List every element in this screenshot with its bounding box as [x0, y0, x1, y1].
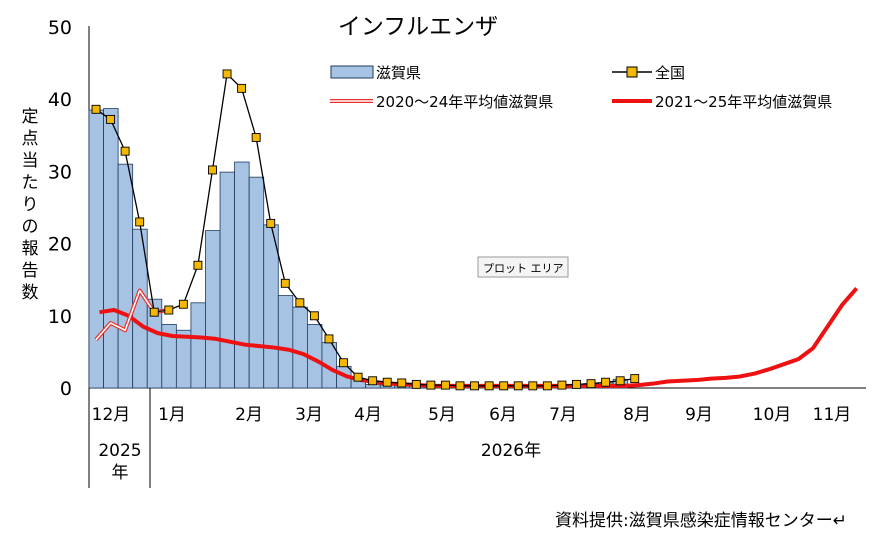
legend: 滋賀県 全国 2020～24年平均値滋賀県 2021～25年平均値滋賀県: [330, 64, 832, 111]
tooltip-box: [477, 256, 569, 278]
bar: [277, 295, 294, 389]
x-tick-label: 10月: [753, 405, 792, 425]
national-marker: [237, 83, 247, 93]
x-tick-label: 11月: [813, 405, 852, 425]
y-axis-label-char: 当: [22, 151, 39, 171]
x-tick-label: 2月: [235, 405, 263, 425]
bar: [205, 230, 221, 389]
national-marker: [280, 278, 290, 288]
y-axis-label-char: 告: [22, 261, 39, 281]
national-marker: [339, 358, 348, 368]
national-marker: [149, 307, 159, 317]
bar: [117, 163, 134, 389]
series-shiga-bars: [88, 108, 629, 389]
national-marker: [440, 380, 450, 390]
bar: [248, 176, 265, 389]
y-axis-label-char: 報: [22, 239, 39, 259]
national-marker: [164, 305, 174, 315]
national-marker: [470, 381, 480, 391]
national-marker: [382, 377, 392, 387]
national-marker: [193, 260, 203, 270]
national-marker: [251, 133, 261, 142]
national-marker: [499, 381, 509, 391]
y-axis-label-char: 定: [22, 107, 39, 127]
legend-label-national: 全国: [655, 64, 685, 82]
x-tick-label: 9月: [685, 405, 713, 425]
national-marker: [120, 146, 130, 156]
national-marker: [557, 380, 567, 390]
y-tick-label: 10: [48, 306, 72, 328]
national-marker: [222, 69, 232, 79]
national-marker: [411, 379, 421, 389]
national-marker: [266, 218, 276, 228]
national-marker: [426, 380, 436, 390]
y-axis-label-char: 点: [22, 129, 39, 149]
national-marker: [178, 299, 188, 309]
y-axis-label-char: た: [22, 173, 39, 193]
x-tick-label: 3月: [295, 405, 323, 425]
national-marker: [295, 298, 305, 308]
national-marker: [586, 379, 596, 389]
national-marker: [542, 381, 552, 391]
plot-area-tooltip: プロット エリア: [477, 256, 569, 278]
y-tick-label: 50: [48, 17, 72, 39]
national-marker: [91, 104, 101, 114]
y-axis-label-char: 数: [22, 283, 39, 303]
national-marker: [324, 334, 334, 344]
national-marker: [135, 217, 145, 227]
national-marker: [484, 381, 494, 391]
chart-title: インフルエンザ: [338, 14, 498, 40]
bar: [234, 161, 250, 389]
national-marker: [397, 378, 407, 388]
source-note: 資料提供:滋賀県感染症情報センター↵: [555, 511, 847, 531]
y-axis-label-char: り: [22, 195, 39, 215]
x-year-label-2025: 年: [112, 463, 129, 483]
y-tick-label: 0: [60, 378, 72, 400]
national-marker: [601, 377, 611, 387]
legend-swatch-national-marker: [626, 66, 638, 78]
legend-swatch-shiga: [330, 65, 374, 79]
x-tick-label: 5月: [428, 405, 456, 425]
series-national: [91, 69, 640, 391]
bar: [263, 224, 279, 389]
x-tick-label: 6月: [489, 405, 517, 425]
x-tick-label: 4月: [354, 405, 382, 425]
bar: [292, 306, 308, 389]
national-marker: [106, 114, 116, 124]
national-marker: [208, 165, 217, 175]
national-marker: [353, 372, 363, 382]
national-marker: [615, 376, 625, 386]
y-tick-label: 20: [48, 234, 72, 256]
national-marker: [528, 381, 538, 391]
bar: [103, 108, 119, 389]
bar: [175, 329, 192, 389]
x-tick-label: 8月: [623, 405, 651, 425]
bar: [190, 302, 206, 389]
x-tick-label: 7月: [549, 405, 577, 425]
y-tick-label: 40: [48, 89, 72, 111]
y-tick-label: 30: [48, 161, 72, 183]
y-axis-label-char: の: [22, 217, 39, 237]
bar: [219, 171, 235, 389]
x-year-label-2025: 2025: [98, 441, 141, 461]
legend-label-shiga: 滋賀県: [376, 64, 421, 82]
national-marker: [513, 381, 523, 391]
x-tick-label: 1月: [158, 405, 186, 425]
legend-label-avg2125: 2021～25年平均値滋賀県: [655, 93, 832, 111]
national-marker: [572, 379, 581, 389]
x-tick-label: 12月: [92, 405, 131, 425]
national-marker: [630, 374, 640, 384]
national-marker: [309, 311, 319, 321]
national-marker: [368, 376, 378, 386]
tooltip-text: プロット エリア: [483, 262, 564, 275]
legend-label-avg2024: 2020～24年平均値滋賀県: [376, 93, 553, 111]
national-marker: [455, 381, 465, 391]
x-year-label-2026: 2026年: [481, 441, 541, 461]
y-tick-labels: 0 10 20 30 40 50: [48, 17, 72, 400]
bar: [88, 109, 104, 389]
